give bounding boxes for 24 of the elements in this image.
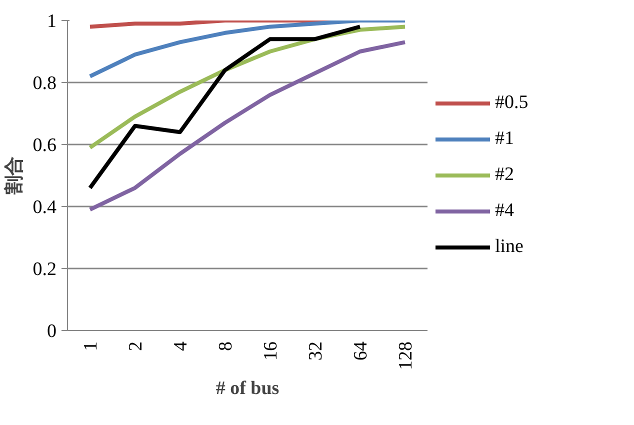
legend-label: #2 [495,164,515,186]
x-tick-label: 4 [170,341,192,351]
legend-label: line [495,236,524,258]
legend-label: #1 [495,128,515,150]
line-series [88,20,407,78]
x-tick-label: 64 [350,341,372,360]
x-tick-label: 16 [260,342,282,360]
y-tick-label: 0.8 [32,73,56,94]
x-tick-label: 1 [80,342,102,351]
legend-label: #4 [495,200,515,222]
line-series [88,40,407,212]
y-tick-label: 0.2 [32,259,56,280]
y-tick-label: 0.4 [32,197,57,218]
y-tick-label: 1 [47,11,56,32]
x-tick-label: 32 [306,342,326,360]
y-tick-label: 0.6 [32,135,56,156]
x-axis-title: # of bus [216,378,280,399]
y-tick-label: 0 [47,321,56,342]
y-axis-title: 割合 [2,156,25,196]
legend-label: #0.5 [495,92,528,114]
x-tick-label: 8 [216,342,236,351]
line-series [88,24,362,190]
x-tick-label: 2 [126,342,146,351]
x-tick-label: 128 [396,342,416,370]
